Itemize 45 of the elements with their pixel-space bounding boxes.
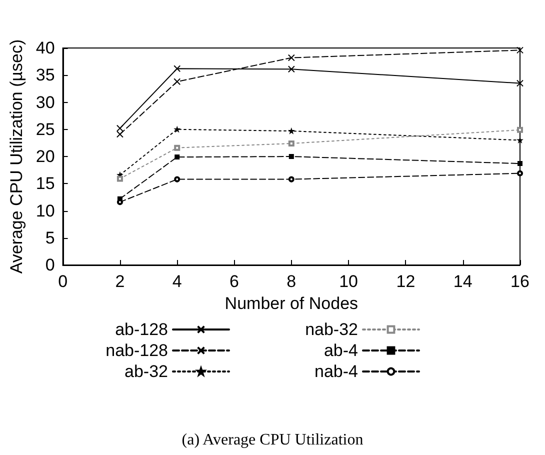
point <box>116 124 124 132</box>
point <box>174 176 180 182</box>
y-tick-label: 20 <box>36 147 55 166</box>
y-tick-label: 40 <box>36 38 55 58</box>
point <box>174 154 180 160</box>
text: (a) Average CPU Utilization <box>182 432 364 448</box>
y-tick-label: 30 <box>36 92 55 112</box>
y-tick-label: 0 <box>45 256 55 274</box>
y-tick-label: 5 <box>45 228 55 248</box>
legend-label: ab-128 <box>115 320 168 339</box>
y-tick-label: 10 <box>36 201 55 220</box>
legend-label: nab-4 <box>314 362 358 381</box>
point <box>516 46 524 54</box>
x-tick-label: 12 <box>396 272 416 291</box>
legend-label: nab-32 <box>305 320 358 339</box>
legend-label: nab-128 <box>106 341 168 360</box>
point <box>517 126 523 133</box>
point <box>516 80 524 87</box>
point <box>174 144 180 151</box>
point <box>288 154 294 159</box>
y-tick-label: 15 <box>36 174 55 194</box>
x-tick-label: 14 <box>453 272 472 291</box>
point <box>288 54 295 62</box>
x-tick-label: 0 <box>58 272 68 291</box>
x-tick-label: 8 <box>286 272 296 291</box>
point <box>288 140 294 146</box>
legend-label: ab-32 <box>124 362 168 381</box>
point <box>174 78 181 86</box>
y-axis-title: Average CPU Utilization (µsec) <box>7 39 26 274</box>
point <box>288 66 295 73</box>
point <box>518 161 522 166</box>
point <box>116 130 124 138</box>
x-tick-label: 2 <box>115 272 125 291</box>
point <box>517 170 523 176</box>
x-axis-title: Number of Nodes <box>224 294 358 313</box>
x-tick-label: 4 <box>172 272 182 291</box>
y-tick-label: 25 <box>36 120 55 139</box>
x-tick-label: 16 <box>510 272 530 291</box>
x-tick-label: 6 <box>230 272 239 291</box>
x-tick-label: 10 <box>339 272 358 291</box>
legend-label: ab-4 <box>324 341 358 360</box>
point <box>288 176 294 182</box>
y-tick-label: 35 <box>36 66 55 85</box>
point <box>116 176 123 182</box>
point <box>174 65 181 72</box>
